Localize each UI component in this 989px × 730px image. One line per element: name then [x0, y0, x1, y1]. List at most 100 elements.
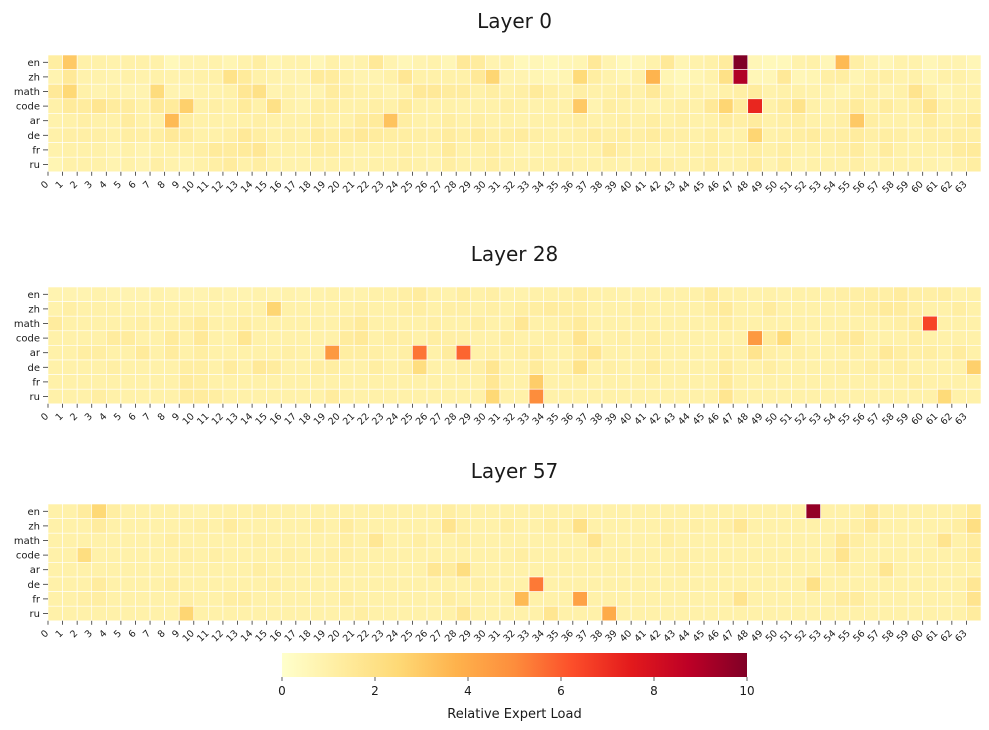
heatmap-cell: [659, 388, 676, 405]
heatmap-cell: [149, 83, 165, 100]
heatmap-cell: [178, 286, 195, 302]
heatmap-cell: [412, 562, 428, 578]
heatmap-cell: [412, 69, 428, 85]
heatmap-cell: [689, 547, 705, 563]
heatmap-cell: [601, 576, 617, 592]
heatmap-cell: [310, 503, 326, 519]
heatmap-cell: [280, 113, 297, 129]
heatmap-cell: [499, 576, 515, 592]
heatmap-cell: [557, 345, 574, 361]
heatmap-cell: [659, 142, 676, 158]
heatmap-cell: [893, 286, 909, 302]
heatmap-cell: [135, 359, 151, 375]
heatmap-cell: [120, 532, 136, 549]
heatmap-cell: [426, 605, 442, 622]
heatmap-cell: [864, 345, 880, 361]
heatmap-cell: [441, 591, 457, 607]
row-tick-label: math: [14, 319, 40, 330]
heatmap-cell: [834, 576, 851, 592]
heatmap-cell: [178, 562, 195, 578]
heatmap-cell: [485, 156, 501, 173]
heatmap-cell: [106, 576, 122, 592]
heatmap-cell: [368, 301, 384, 317]
heatmap-cell: [266, 156, 282, 173]
heatmap-cell: [834, 330, 851, 346]
heatmap-cell: [266, 345, 282, 361]
heatmap-cell: [966, 576, 982, 592]
heatmap-cell: [878, 315, 894, 332]
heatmap-cell: [47, 503, 63, 519]
heatmap-cell: [178, 69, 195, 85]
heatmap-cell: [907, 547, 923, 563]
heatmap-cell: [455, 127, 472, 143]
heatmap-cell: [353, 503, 370, 519]
heatmap-cell: [62, 113, 78, 129]
heatmap-cell: [630, 113, 647, 129]
heatmap-cell: [76, 532, 93, 549]
heatmap-cell: [776, 576, 792, 592]
heatmap-cell: [864, 98, 880, 114]
heatmap-cell: [864, 547, 880, 563]
heatmap-cell: [353, 518, 370, 534]
heatmap-cell: [76, 576, 93, 592]
heatmap-cell: [674, 301, 690, 317]
heatmap-cell: [776, 113, 792, 129]
heatmap-cell: [441, 156, 457, 173]
heatmap-cell: [689, 127, 705, 143]
heatmap-cell: [193, 388, 209, 405]
heatmap-cell: [324, 532, 340, 549]
heatmap-cell: [135, 591, 151, 607]
heatmap-cell: [528, 83, 544, 100]
heatmap-cell: [412, 113, 428, 129]
heatmap-cell: [280, 142, 297, 158]
heatmap-cell: [91, 388, 107, 405]
heatmap-cell: [557, 547, 574, 563]
heatmap-cell: [893, 532, 909, 549]
heatmap-cell: [587, 591, 603, 607]
column-tick-label: 6: [127, 411, 139, 423]
colorbar-label: Relative Expert Load: [447, 707, 581, 722]
heatmap-cell: [776, 330, 792, 346]
heatmap-cell: [164, 576, 180, 592]
heatmap-cell: [514, 113, 530, 129]
heatmap-cell: [820, 69, 836, 85]
heatmap-cell: [645, 286, 661, 302]
heatmap-cell: [382, 374, 399, 390]
heatmap-cell: [397, 591, 413, 607]
heatmap-cell: [222, 345, 238, 361]
heatmap-cell: [689, 98, 705, 114]
heatmap-cell: [543, 286, 559, 302]
heatmap-cell: [178, 156, 195, 173]
heatmap-cell: [966, 83, 982, 100]
row-tick-label: code: [16, 334, 40, 345]
heatmap-cell: [864, 113, 880, 129]
heatmap-cell: [353, 142, 370, 158]
heatmap-cell: [849, 286, 865, 302]
heatmap-cell: [106, 286, 122, 302]
heatmap-cell: [62, 388, 78, 405]
row-tick-label: ar: [30, 116, 41, 127]
heatmap-cell: [572, 388, 588, 405]
heatmap-cell: [164, 388, 180, 405]
heatmap-cell: [485, 286, 501, 302]
heatmap-cell: [251, 605, 267, 622]
heatmap-cell: [820, 518, 836, 534]
heatmap-cell: [455, 345, 472, 361]
heatmap-cell: [208, 503, 224, 519]
heatmap-cell: [528, 142, 544, 158]
heatmap-cell: [353, 532, 370, 549]
heatmap-cell: [805, 503, 821, 519]
heatmap-cell: [353, 98, 370, 114]
heatmap-cell: [645, 156, 661, 173]
heatmap-cell: [849, 301, 865, 317]
heatmap-cell: [295, 576, 311, 592]
heatmap-cell: [280, 330, 297, 346]
heatmap-cell: [120, 388, 136, 405]
heatmap-cell: [499, 142, 515, 158]
heatmap-cell: [718, 532, 734, 549]
heatmap-cell: [324, 359, 340, 375]
heatmap-cell: [659, 301, 676, 317]
heatmap-cell: [426, 156, 442, 173]
heatmap-cell: [616, 301, 632, 317]
heatmap-cell: [412, 83, 428, 100]
